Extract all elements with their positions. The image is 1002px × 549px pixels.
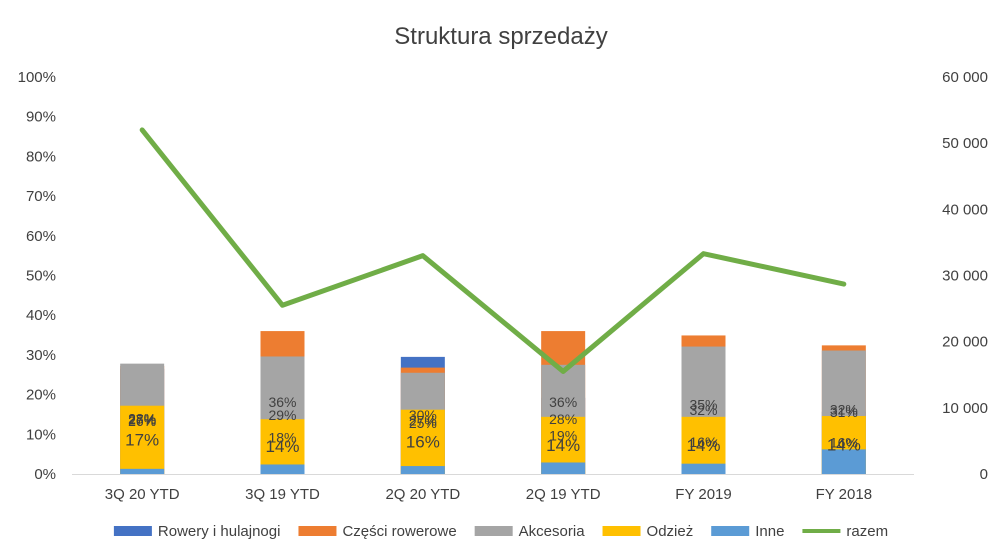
chart-title: Struktura sprzedaży [394, 23, 607, 50]
y-left-tick-label: 100% [18, 69, 56, 86]
data-label: 36% [268, 394, 296, 410]
bar-segment [260, 464, 305, 474]
data-label: 36% [549, 394, 577, 410]
bar-segment [120, 468, 165, 474]
data-label: 28% [128, 411, 156, 427]
line-layer [139, 127, 847, 374]
data-label: 32% [830, 401, 858, 417]
legend: Rowery i hulajnogi Części rowerowe Akcesor… [113, 523, 888, 540]
y-left-tick-label: 90% [26, 109, 56, 126]
y-left-tick-label: 0% [34, 466, 56, 483]
y-right-tick-label: 30 000 [942, 268, 988, 285]
legend-swatch [602, 526, 641, 536]
y-left-tick-label: 20% [26, 387, 56, 404]
legend-swatch [298, 526, 337, 536]
y-left-tick-label: 50% [26, 268, 56, 285]
data-label: 32% [689, 402, 717, 418]
x-tick-label: 2Q 20 YTD [385, 486, 460, 503]
data-label: 14% [546, 436, 580, 455]
y-right-tick-label: 0 [980, 466, 988, 483]
bar-segment [400, 409, 445, 474]
legend-item: Inne [711, 523, 784, 540]
data-label: 30% [409, 407, 437, 423]
data-label: 16% [830, 435, 858, 451]
legend-swatch [113, 526, 152, 536]
data-label: 14% [827, 436, 861, 455]
y-left-tick-label: 70% [26, 188, 56, 205]
data-label: 27% [128, 412, 156, 428]
legend-label: razem [846, 523, 888, 540]
line-series-razem [139, 127, 847, 374]
data-label: 16% [406, 432, 440, 451]
bars-layer [120, 331, 866, 474]
x-tick-label: 3Q 19 YTD [245, 486, 320, 503]
y-right-tick-label: 50 000 [942, 135, 988, 152]
bar-segment [541, 462, 586, 474]
bar-segment [681, 463, 726, 474]
y-right-tick-label: 40 000 [942, 201, 988, 218]
bar-segment [400, 466, 445, 474]
legend-label: Odzież [647, 523, 694, 540]
data-label: 14% [265, 437, 299, 456]
y-right-tick-label: 60 000 [942, 69, 988, 86]
data-label: 28% [549, 411, 577, 427]
legend-label: Akcesoria [519, 523, 586, 540]
legend-swatch [474, 526, 513, 536]
data-label: 18% [268, 430, 296, 446]
legend-item: Części rowerowe [298, 523, 457, 540]
legend-label: Inne [755, 523, 784, 540]
data-label: 27% [409, 413, 437, 429]
legend-label: Rowery i hulajnogi [158, 523, 281, 540]
bar-segment [120, 405, 165, 474]
x-tick-label: 3Q 20 YTD [105, 486, 180, 503]
data-label: 35% [689, 396, 717, 412]
bar-segment [821, 449, 866, 474]
data-label: 26% [128, 413, 156, 429]
data-labels-layer: 26%27%28%17% 18%36%29%14%30%27%25%16% 19%3… [125, 394, 861, 456]
legend-item: Akcesoria [474, 523, 586, 540]
axis-layer: 3Q 20 YTD 3Q 19 YTD 2Q 20 YTD 2Q 19 YTD FY 2… [18, 69, 988, 503]
legend-item: Odzież [602, 523, 694, 540]
data-label: 31% [830, 404, 858, 420]
legend-label: Części rowerowe [342, 523, 456, 540]
y-left-tick-label: 30% [26, 347, 56, 364]
y-left-tick-label: 60% [26, 228, 56, 245]
x-tick-label: FY 2018 [816, 486, 872, 503]
y-left-tick-label: 80% [26, 148, 56, 165]
data-label: 19% [549, 428, 577, 444]
data-label: 29% [268, 407, 296, 423]
legend-swatch [711, 526, 750, 536]
legend-item: razem [802, 523, 888, 540]
x-tick-label: 2Q 19 YTD [526, 486, 601, 503]
y-left-tick-label: 40% [26, 307, 56, 324]
y-right-tick-label: 10 000 [942, 400, 988, 417]
legend-item: Rowery i hulajnogi [113, 523, 281, 540]
x-tick-label: FY 2019 [675, 486, 731, 503]
data-label: 14% [686, 436, 720, 455]
data-label: 17% [125, 430, 159, 449]
y-left-tick-label: 10% [26, 426, 56, 443]
data-label: 16% [689, 434, 717, 450]
y-right-tick-label: 20 000 [942, 334, 988, 351]
data-label: 25% [409, 415, 437, 431]
